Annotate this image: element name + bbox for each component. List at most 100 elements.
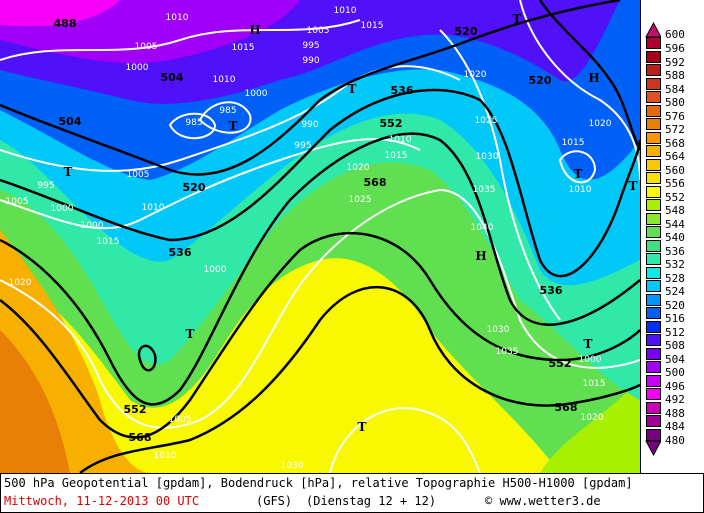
legend-swatch [646,361,661,373]
legend-swatch [646,307,661,319]
legend-label: 576 [665,109,685,123]
legend-swatch [646,253,661,265]
legend-label: 496 [665,379,685,393]
geopotential-contours [0,0,640,473]
map-fields [0,0,640,473]
pressure-label: 1015 [360,21,384,31]
legend-label: 532 [665,258,685,271]
legend-label: 536 [665,244,685,258]
legend-label: 512 [665,325,685,339]
geopotential-label: 536 [168,246,192,259]
legend-swatch [646,347,661,360]
pressure-label: 1040 [470,223,494,233]
geopotential-label: 504 [58,115,82,128]
isobars [0,0,640,473]
legend-label: 552 [665,190,685,204]
legend-swatch [646,374,661,387]
field-572 [0,330,70,473]
legend-label: 600 [665,28,685,41]
field-492 [0,0,120,27]
pressure-label: 1005 [126,170,150,180]
geopotential-label: 568 [554,401,578,414]
pressure-label: 1020 [588,119,612,129]
pressure-label: 990 [302,56,320,66]
pressure-label: 1020 [463,70,487,80]
pressure-label: 1015 [231,43,255,53]
legend-swatch [646,145,661,157]
legend-label: 520 [665,298,685,312]
legend-swatch [646,212,661,225]
legend-label: 548 [665,204,685,217]
pressure-label: 1015 [96,237,120,247]
legend-label: 588 [665,69,685,82]
geopotential-label: 520 [528,74,552,87]
caption-box: 500 hPa Geopotential [gpdam], Bodendruck… [0,473,704,513]
legend-label: 524 [665,285,685,298]
legend-swatch [646,415,661,427]
pressure-label: 990 [301,120,319,130]
geopotential-label: 536 [539,284,563,297]
pressure-label: 1005 [306,26,330,36]
low-pressure-marker: T [583,337,593,351]
pressure-label: 1000 [80,221,104,231]
legend-swatch [646,158,661,171]
low-pressure-marker: T [347,82,357,96]
map-description: 500 hPa Geopotential [gpdam], Bodendruck… [4,476,633,490]
legend-swatch [646,428,661,441]
valid-date: Mittwoch, 11-12-2013 00 UTC [4,494,200,508]
geopotential-label: 504 [160,71,184,84]
legend-swatch [646,226,661,238]
legend-label: 544 [665,217,685,231]
legend-label: 584 [665,82,685,96]
pressure-label: 1000 [578,355,602,365]
legend-label: 480 [665,433,685,447]
legend-swatch [646,172,661,184]
legend-label: 484 [665,420,685,433]
geopotential-label: 552 [379,117,403,130]
legend-swatch [646,401,661,414]
legend-swatch [646,320,661,333]
run-info: (Dienstag 12 + 12) [306,494,437,508]
high-pressure-marker: H [249,23,261,37]
pressure-label: 1010 [212,75,236,85]
legend-swatch [646,334,661,346]
legend-swatch [646,266,661,279]
legend-swatch [646,388,661,400]
field-546 [540,380,640,473]
geopotential-label: 568 [363,176,387,189]
legend-swatch [646,293,661,306]
legend-label: 580 [665,96,685,109]
pressure-label: 1025 [474,116,498,126]
legend-label: 508 [665,339,685,352]
low-pressure-marker: T [185,327,195,341]
pressure-label: 1020 [346,163,370,173]
pressure-label: 1015 [561,138,585,148]
high-pressure-marker: T [357,420,367,434]
pressure-label: 995 [294,141,312,151]
legend-label: 560 [665,163,685,177]
pressure-label: 1010 [141,203,165,213]
low-pressure-marker: T [63,165,73,179]
pressure-label: 1010 [153,451,177,461]
pressure-label: 1035 [472,185,496,195]
geopotential-label: 520 [454,25,478,38]
pressure-label: 1010 [388,135,412,145]
legend-label: 504 [665,352,685,366]
pressure-label: 1020 [580,413,604,423]
geopotential-label: 536 [390,84,414,97]
weather-map: 488 504 504 520 520 536 536 552 568 520 … [0,0,641,473]
pressure-label: 995 [37,181,55,191]
legend-label: 488 [665,406,685,420]
low-pressure-marker: T [512,12,522,26]
legend-label: 500 [665,366,685,379]
pressure-label: 1015 [384,151,408,161]
pressure-label: 1000 [203,265,227,275]
color-legend: 600 596 592 588 584 580 576 572 568 564 560 556 552… [641,0,704,473]
legend-arrows [645,21,661,457]
copyright-link[interactable]: © www.wetter3.de [485,494,601,508]
legend-swatch [646,280,661,292]
pressure-label: 1005 [5,197,29,207]
high-pressure-marker: H [588,71,600,85]
pressure-label: 995 [302,41,320,51]
legend-swatch [646,199,661,211]
